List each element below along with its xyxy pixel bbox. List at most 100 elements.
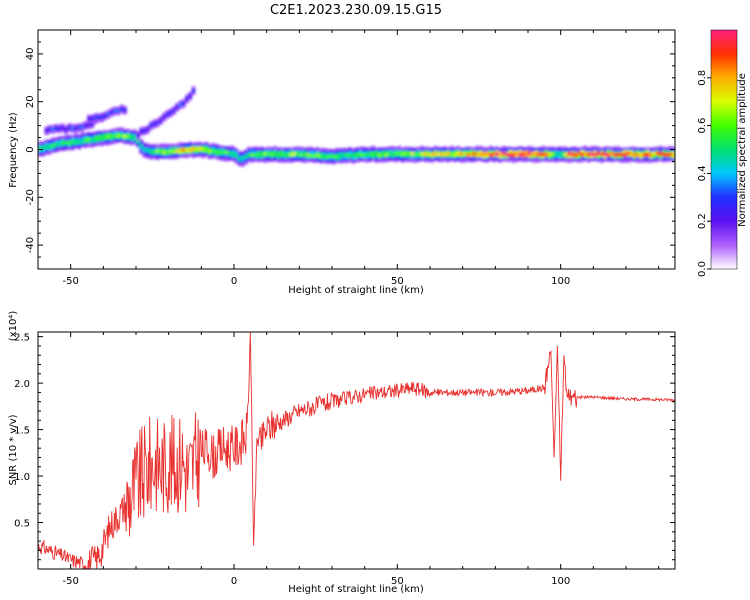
heatmap-cell bbox=[57, 126, 62, 131]
heatmap-cell bbox=[269, 152, 274, 157]
heatmap-cell bbox=[547, 151, 552, 156]
heatmap-cell bbox=[436, 152, 441, 157]
heatmap-cell bbox=[387, 151, 392, 156]
colorbar-tick-label: 0.6 bbox=[697, 118, 708, 134]
heatmap-cell bbox=[90, 122, 95, 126]
heatmap-cell bbox=[462, 151, 467, 156]
heatmap-cell bbox=[103, 135, 108, 140]
heatmap-cell bbox=[400, 152, 405, 157]
heatmap-cell bbox=[586, 152, 591, 157]
heatmap-cell bbox=[318, 154, 323, 159]
heatmap-cell bbox=[256, 151, 261, 156]
heatmap-cell bbox=[511, 153, 516, 158]
heatmap-cell bbox=[250, 153, 255, 157]
heatmap-cell bbox=[528, 151, 532, 156]
spectrogram-ticks: -50 0 50 100 40 20 0 -20 -40 bbox=[25, 29, 675, 287]
heatmap-cell bbox=[671, 152, 675, 157]
heatmap-cell bbox=[47, 127, 52, 132]
heatmap-cell bbox=[407, 151, 411, 156]
heatmap-cell bbox=[514, 152, 519, 156]
heatmap-cell bbox=[495, 151, 500, 156]
heatmap-cell bbox=[158, 118, 163, 123]
spectrogram-x-axis-label: Height of straight line (km) bbox=[288, 285, 424, 296]
colorbar-ticks: 0.0 0.2 0.4 0.6 0.8 bbox=[697, 70, 711, 277]
heatmap-cell bbox=[93, 135, 98, 140]
heatmap-cell bbox=[136, 139, 140, 144]
heatmap-cell bbox=[106, 112, 111, 117]
heatmap-cell bbox=[554, 152, 558, 157]
heatmap-cell bbox=[570, 152, 575, 157]
heatmap-cell bbox=[119, 107, 124, 111]
heatmap-cell bbox=[665, 153, 670, 157]
heatmap-cell bbox=[501, 151, 506, 156]
heatmap-cell bbox=[132, 135, 137, 140]
heatmap-cell bbox=[149, 123, 153, 128]
x-tick-label: -50 bbox=[62, 576, 78, 587]
colorbar-tick-label: 0.8 bbox=[697, 70, 708, 86]
heatmap-cell bbox=[469, 153, 474, 158]
heatmap-cell bbox=[534, 152, 539, 157]
heatmap-cell bbox=[139, 129, 144, 134]
heatmap-cell bbox=[364, 152, 369, 157]
heatmap-cell bbox=[67, 125, 72, 130]
heatmap-cell bbox=[596, 151, 601, 156]
heatmap-cell bbox=[603, 152, 607, 157]
heatmap-cell bbox=[51, 144, 55, 148]
heatmap-cell bbox=[612, 153, 617, 157]
heatmap-cell bbox=[332, 154, 336, 159]
heatmap-cell bbox=[296, 152, 300, 157]
heatmap-cell bbox=[224, 150, 229, 155]
y-tick-label: 2.5 bbox=[14, 333, 30, 344]
heatmap-cell bbox=[149, 149, 153, 154]
heatmap-cell bbox=[273, 152, 278, 157]
heatmap-cell bbox=[73, 139, 78, 144]
heatmap-cell bbox=[367, 152, 372, 156]
heatmap-cell bbox=[188, 148, 193, 153]
heatmap-cell bbox=[181, 101, 186, 106]
heatmap-cell bbox=[325, 155, 330, 159]
heatmap-cell bbox=[384, 153, 389, 158]
snr-plot-area bbox=[38, 332, 675, 569]
snr-series bbox=[38, 332, 675, 569]
heatmap-cell bbox=[390, 153, 395, 158]
heatmap-cell bbox=[44, 128, 49, 133]
heatmap-cell bbox=[96, 115, 101, 120]
heatmap-cell bbox=[354, 152, 359, 157]
heatmap-cell bbox=[557, 153, 562, 157]
heatmap-cell bbox=[253, 153, 258, 157]
heatmap-cell bbox=[122, 134, 127, 139]
heatmap-cell bbox=[47, 144, 52, 149]
heatmap-cell bbox=[626, 151, 630, 156]
heatmap-cell bbox=[100, 135, 104, 139]
heatmap-cell bbox=[524, 152, 529, 157]
heatmap-cell bbox=[361, 152, 366, 157]
heatmap-cell bbox=[178, 102, 183, 107]
heatmap-cell bbox=[87, 117, 91, 121]
heatmap-cell bbox=[508, 153, 513, 157]
heatmap-cell bbox=[322, 153, 327, 158]
heatmap-cell bbox=[237, 156, 242, 161]
heatmap-cell bbox=[217, 150, 222, 155]
heatmap-cell bbox=[60, 125, 65, 130]
heatmap-cell bbox=[207, 149, 212, 154]
heatmap-cell bbox=[230, 151, 235, 156]
heatmap-cell bbox=[416, 152, 421, 157]
heatmap-cell bbox=[345, 153, 349, 157]
heatmap-cell bbox=[652, 151, 656, 156]
x-tick-label: 100 bbox=[551, 276, 570, 287]
heatmap-cell bbox=[485, 151, 490, 156]
heatmap-cell bbox=[171, 108, 176, 113]
heatmap-cell bbox=[629, 151, 634, 156]
heatmap-cell bbox=[289, 153, 294, 157]
heatmap-cell bbox=[420, 151, 425, 156]
heatmap-cell bbox=[181, 147, 186, 152]
heatmap-cell bbox=[175, 105, 180, 110]
heatmap-cell bbox=[279, 152, 284, 156]
heatmap-cell bbox=[446, 151, 451, 156]
heatmap-cell bbox=[286, 152, 291, 157]
heatmap-cell bbox=[655, 151, 660, 156]
heatmap-cell bbox=[70, 140, 75, 145]
heatmap-cell bbox=[54, 126, 59, 131]
heatmap-cell bbox=[214, 149, 219, 154]
x-tick-label: 100 bbox=[551, 576, 570, 587]
